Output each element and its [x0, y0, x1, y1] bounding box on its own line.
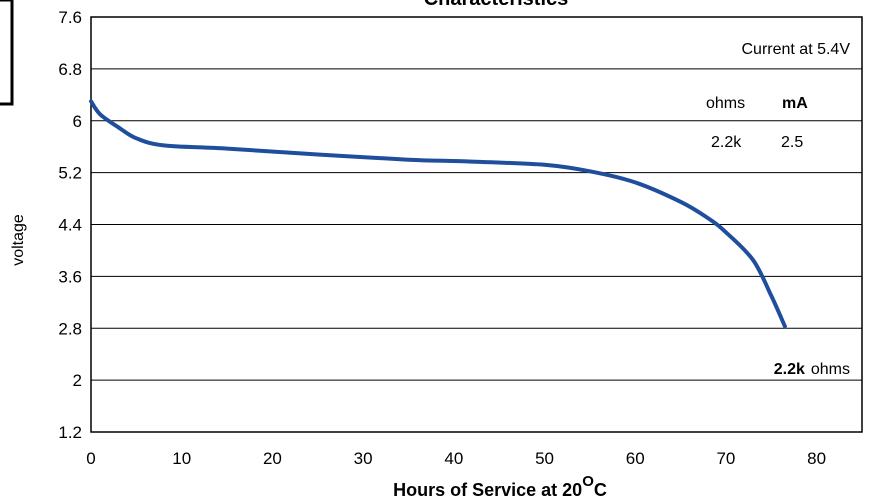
x-tick-label: 0 [86, 449, 95, 468]
x-axis-label-degree: O [582, 473, 594, 490]
x-tick-label: 20 [263, 449, 282, 468]
curve-label-value: 2.2k [774, 361, 805, 378]
y-axis-label: voltage [10, 214, 27, 266]
x-axis-label: Hours of Service at 20OC [393, 473, 607, 500]
legend-box-fragment [0, 0, 14, 106]
x-tick-label: 30 [354, 449, 373, 468]
current-annotation: Current at 5.4V [742, 41, 851, 58]
x-tick-label: 70 [716, 449, 735, 468]
y-tick-label: 1.2 [58, 423, 82, 442]
y-tick-label: 6.8 [58, 60, 82, 79]
ma-value: 2.5 [781, 134, 803, 151]
y-tick-label: 3.6 [58, 267, 82, 286]
y-tick-label: 4.4 [58, 216, 82, 235]
y-tick-label: 2 [73, 371, 82, 390]
x-axis-label-text: Hours of Service at 20 [393, 480, 582, 500]
curve-label: 2.2k ohms [774, 361, 850, 378]
x-tick-label: 40 [444, 449, 463, 468]
curve-label-unit: ohms [811, 361, 850, 378]
x-tick-label: 50 [535, 449, 554, 468]
plot-frame [90, 16, 863, 433]
y-tick-labels: 1.2 2 2.8 3.6 4.4 5.2 6 6.8 7.6 [58, 8, 82, 442]
ohms-column-header: ohms [706, 95, 745, 112]
y-tick-label: 2.8 [58, 319, 82, 338]
x-tick-label: 60 [626, 449, 645, 468]
grid-lines [91, 68, 862, 381]
voltage-curve [89, 99, 787, 329]
y-tick-label: 6 [73, 112, 82, 131]
ohms-value: 2.2k [711, 134, 742, 151]
x-tick-labels: 0 10 20 30 40 50 60 70 80 [86, 449, 826, 468]
x-tick-label: 80 [807, 449, 826, 468]
x-axis-label-unit: C [594, 480, 607, 500]
x-tick-label: 10 [172, 449, 191, 468]
y-tick-label: 7.6 [58, 8, 82, 27]
ma-column-header: mA [782, 95, 808, 112]
chart-title: Characteristics [424, 0, 569, 10]
y-tick-label: 5.2 [58, 164, 82, 183]
